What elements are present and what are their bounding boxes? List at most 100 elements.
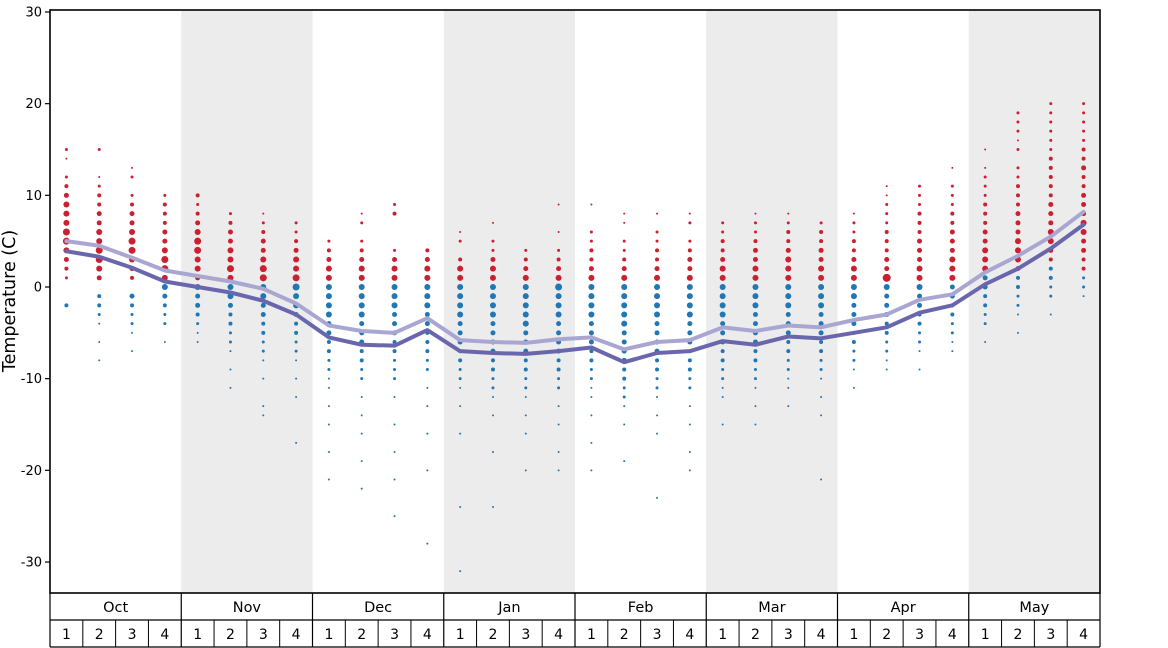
min-temp-dot	[489, 311, 496, 318]
min-temp-dot	[360, 460, 363, 463]
min-temp-dot	[392, 312, 398, 317]
min-temp-dot	[163, 322, 167, 326]
min-temp-dot	[1048, 275, 1053, 280]
min-temp-dot	[850, 284, 857, 290]
min-temp-dot	[982, 275, 988, 281]
max-temp-dot	[1015, 193, 1020, 198]
y-tick-label: -10	[21, 372, 42, 387]
max-temp-dot	[1082, 102, 1086, 106]
max-temp-dot	[1016, 129, 1020, 133]
max-temp-dot	[393, 203, 397, 206]
max-temp-dot	[916, 274, 923, 281]
min-temp-dot	[785, 330, 791, 336]
max-temp-dot	[1016, 175, 1020, 179]
min-temp-dot	[196, 331, 199, 334]
min-temp-dot	[588, 339, 594, 345]
min-temp-dot	[950, 322, 954, 326]
min-temp-dot	[721, 423, 724, 426]
min-temp-dot	[360, 368, 364, 371]
week-label: 4	[1079, 627, 1088, 643]
min-temp-dot	[655, 367, 660, 372]
max-temp-dot	[688, 239, 692, 243]
max-temp-dot	[655, 230, 659, 234]
min-temp-dot	[64, 303, 69, 308]
min-temp-dot	[918, 350, 921, 353]
max-temp-dot	[786, 239, 791, 244]
min-temp-dot	[656, 396, 659, 398]
min-temp-dot	[294, 340, 298, 344]
min-temp-dot	[621, 330, 627, 336]
max-temp-dot	[656, 212, 659, 215]
min-temp-dot	[686, 284, 693, 290]
min-temp-dot	[590, 396, 593, 398]
max-temp-dot	[1015, 211, 1021, 217]
max-temp-dot	[556, 266, 562, 272]
min-temp-dot	[786, 340, 791, 344]
min-temp-dot	[686, 302, 693, 309]
week-label: 1	[324, 627, 333, 643]
min-temp-dot	[654, 302, 661, 309]
max-temp-dot	[655, 248, 660, 253]
max-temp-dot	[393, 248, 397, 252]
max-temp-dot	[491, 248, 495, 252]
min-temp-dot	[588, 330, 594, 336]
max-temp-dot	[753, 239, 758, 244]
min-temp-dot	[459, 405, 462, 408]
min-temp-dot	[688, 469, 691, 472]
max-temp-dot	[984, 148, 987, 151]
min-temp-dot	[818, 293, 825, 300]
min-temp-dot	[360, 377, 364, 381]
max-temp-dot	[360, 221, 364, 225]
min-temp-dot	[819, 358, 823, 362]
max-temp-dot	[1015, 184, 1020, 189]
min-temp-dot	[820, 478, 823, 481]
min-temp-dot	[491, 386, 495, 390]
min-temp-dot	[621, 320, 628, 327]
min-temp-dot	[719, 302, 726, 309]
max-temp-dot	[950, 211, 955, 216]
min-temp-dot	[917, 293, 923, 299]
max-temp-dot	[130, 275, 135, 280]
min-temp-dot	[654, 321, 660, 327]
min-temp-dot	[752, 302, 759, 309]
min-temp-dot	[327, 423, 330, 426]
max-temp-dot	[1081, 202, 1087, 207]
min-temp-dot	[524, 432, 527, 435]
min-temp-dot	[1016, 294, 1020, 298]
min-temp-dot	[590, 414, 593, 417]
max-temp-dot	[719, 265, 726, 272]
max-temp-dot	[97, 193, 102, 198]
min-temp-dot	[260, 302, 266, 308]
average-min-line	[64, 222, 1086, 365]
max-temp-dot	[292, 274, 300, 282]
min-temp-dot	[490, 321, 496, 327]
max-temp-dot	[588, 266, 594, 272]
max-temp-dot	[917, 211, 922, 216]
week-label: 1	[193, 627, 202, 643]
min-temp-dot	[719, 284, 726, 290]
max-temp-dot	[983, 202, 988, 207]
max-temp-dot	[491, 239, 495, 243]
min-temp-dot	[1015, 285, 1020, 289]
min-temp-dot	[752, 312, 758, 317]
min-temp-dot	[523, 367, 528, 372]
max-temp-dot	[1048, 220, 1054, 226]
max-temp-dot	[1049, 111, 1053, 115]
min-temp-dot	[686, 311, 693, 318]
min-temp-dot	[852, 349, 856, 353]
min-temp-dot	[524, 396, 527, 398]
min-temp-dot	[589, 358, 594, 363]
max-temp-dot	[227, 229, 233, 235]
max-temp-dot	[130, 193, 134, 197]
week-label: 3	[653, 627, 662, 643]
max-temp-dot	[982, 247, 989, 254]
max-temp-dot	[1048, 156, 1053, 161]
max-temp-dot	[753, 221, 757, 225]
max-temp-dot	[785, 265, 792, 272]
max-temp-dot	[259, 274, 267, 282]
min-temp-dot	[654, 284, 661, 290]
max-temp-dot	[326, 248, 331, 253]
min-temp-dot	[261, 349, 265, 353]
min-temp-dot	[555, 293, 562, 300]
max-temp-dot	[555, 274, 562, 281]
